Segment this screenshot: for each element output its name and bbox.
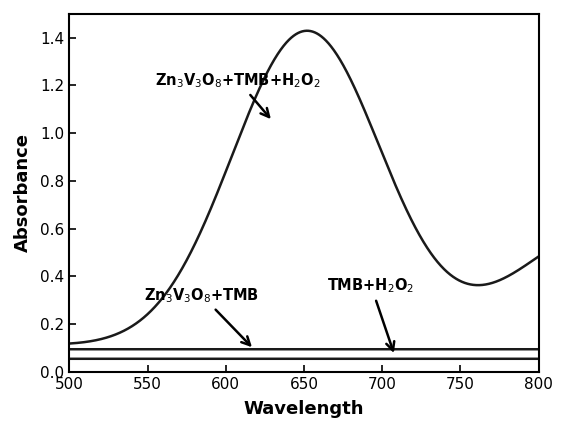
Y-axis label: Absorbance: Absorbance <box>14 133 32 252</box>
Text: Zn$_3$V$_3$O$_8$+TMB: Zn$_3$V$_3$O$_8$+TMB <box>145 286 260 345</box>
Text: Zn$_3$V$_3$O$_8$+TMB+H$_2$O$_2$: Zn$_3$V$_3$O$_8$+TMB+H$_2$O$_2$ <box>155 71 321 117</box>
X-axis label: Wavelength: Wavelength <box>244 400 364 418</box>
Text: TMB+H$_2$O$_2$: TMB+H$_2$O$_2$ <box>328 276 414 350</box>
